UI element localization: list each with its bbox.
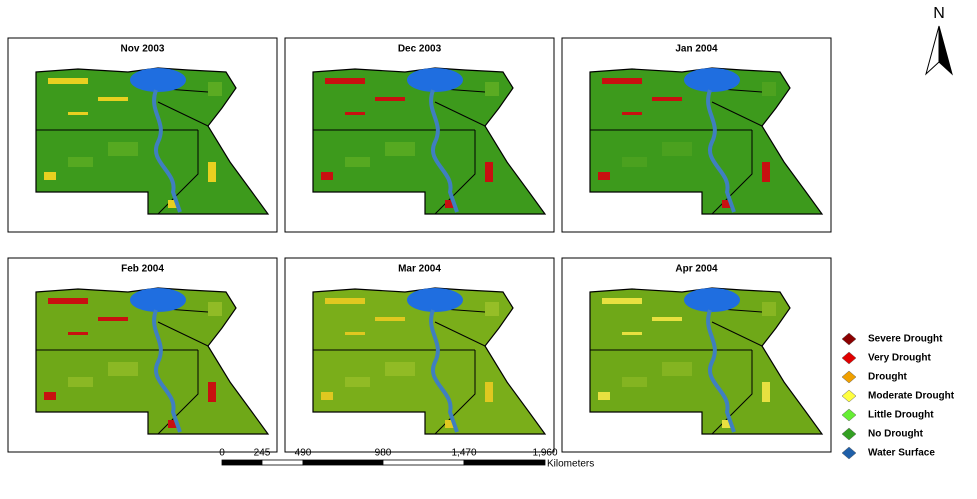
scale-segment [383,460,464,465]
legend-label: Moderate Drought [868,391,955,402]
legend-swatch [842,447,856,459]
scale-tick-label: 245 [254,448,271,459]
legend-label: Severe Drought [868,334,943,345]
panel-title: Nov 2003 [121,44,165,55]
map-panel: Feb 2004 [8,258,277,452]
panel-title: Apr 2004 [675,264,718,275]
legend-swatch [842,428,856,440]
legend-label: No Drought [868,429,924,440]
scale-segment [262,460,303,465]
scale-segment [222,460,262,465]
panel-title: Feb 2004 [121,264,164,275]
legend-swatch [842,333,856,345]
north-arrow: N [926,5,952,74]
scale-tick-label: 1,960 [532,448,557,459]
map-figure: Nov 2003 Dec 2003 Jan 2004 Feb 2004 Mar 2004… [0,0,977,499]
panel-title: Mar 2004 [398,264,441,275]
north-label: N [933,5,945,22]
legend-swatch [842,390,856,402]
map-panel: Dec 2003 [285,38,554,232]
legend-swatch [842,352,856,364]
scale-tick-label: 1,470 [451,448,476,459]
map-panel: Mar 2004 [285,258,554,452]
scale-tick-label: 980 [375,448,392,459]
scale-tick-label: 490 [295,448,312,459]
legend-label: Drought [868,372,908,383]
legend-label: Water Surface [868,448,935,459]
legend-swatch [842,371,856,383]
scale-segment [464,460,545,465]
legend-label: Very Drought [868,353,931,364]
map-panel: Nov 2003 [8,38,277,232]
map-panel: Jan 2004 [562,38,831,232]
scale-tick-label: 0 [219,448,225,459]
panel-title: Jan 2004 [675,44,718,55]
panel-title: Dec 2003 [398,44,442,55]
map-panel: Apr 2004 [562,258,831,452]
legend-label: Little Drought [868,410,934,421]
legend-swatch [842,409,856,421]
scale-segment [303,460,383,465]
scale-unit: Kilometers [547,459,594,470]
